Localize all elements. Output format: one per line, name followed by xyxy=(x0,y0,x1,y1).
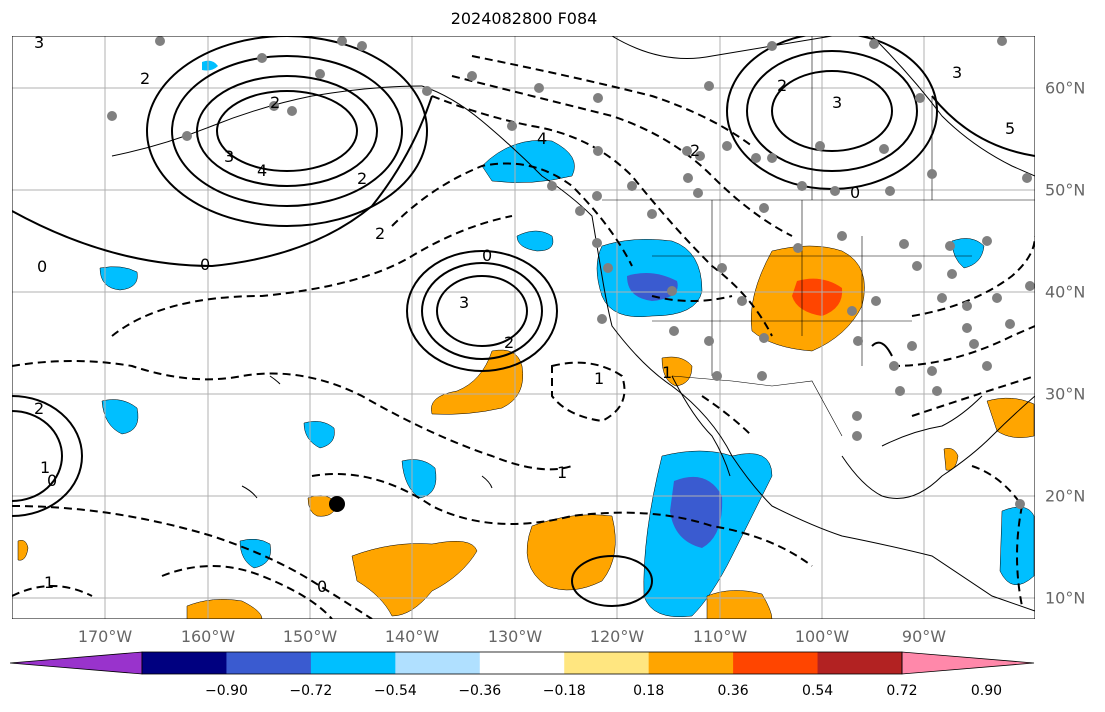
contour-label: 2 xyxy=(34,399,44,418)
contour-label: 0 xyxy=(200,255,210,274)
longitude-label: 170°W xyxy=(77,627,133,646)
contour-label: 2 xyxy=(140,69,150,88)
negative-anomaly-area xyxy=(481,140,575,183)
negative-anomaly-area xyxy=(202,60,218,71)
colorbar-max-extend xyxy=(901,651,1035,675)
colorbar-tick-label: 0.72 xyxy=(886,683,918,699)
contour-label: 3 xyxy=(34,36,44,52)
latitude-label: 20°N xyxy=(1045,486,1086,506)
longitude-label: 100°W xyxy=(794,627,850,646)
positive-anomaly-area xyxy=(706,590,773,619)
contour-label: 2 xyxy=(777,76,787,95)
positive-anomaly-area xyxy=(943,448,959,471)
contour-label: 3 xyxy=(952,63,962,82)
political-borders xyxy=(602,36,1035,437)
contour-label: 1 xyxy=(594,369,604,388)
contour-label: 0 xyxy=(37,257,47,276)
contour-label: 1 xyxy=(44,573,54,592)
contour-label: 0 xyxy=(482,246,492,265)
highlight-station-marker xyxy=(329,496,345,512)
contour-label: 2 xyxy=(504,333,514,352)
longitude-label: 110°W xyxy=(692,627,748,646)
station-markers xyxy=(107,36,1035,509)
positive-anomaly-area xyxy=(661,356,693,387)
colorbar-tick-label: −0.18 xyxy=(542,683,586,699)
colorbar-cells xyxy=(10,651,1035,675)
colorbar-border xyxy=(141,651,903,675)
latitude-label: 10°N xyxy=(1045,588,1086,608)
negative-anomaly-core xyxy=(670,476,723,548)
colorbar-cell xyxy=(564,652,650,674)
latitude-label: 30°N xyxy=(1045,384,1086,404)
positive-anomaly-core xyxy=(792,278,843,316)
colorbar-cell xyxy=(733,652,819,674)
negative-anomaly-core xyxy=(627,272,678,301)
latitude-label: 60°N xyxy=(1045,78,1086,98)
colorbar-min-extend xyxy=(10,651,143,675)
longitude-label: 130°W xyxy=(487,627,543,646)
colorbar-tick-label: 0.18 xyxy=(633,683,665,699)
colorbar-tick-label: −0.36 xyxy=(458,683,502,699)
contour-label: 0 xyxy=(850,183,860,202)
contour-label: 3 xyxy=(832,93,842,112)
contour-label: 3 xyxy=(459,293,469,312)
longitude-label: 120°W xyxy=(589,627,645,646)
contour-label: 1 xyxy=(557,463,567,482)
contour-value-labels: 3 2 3 4 2 0 2 0 3 2 1 2 0 1 0 1 3 2 3 5 … xyxy=(34,36,1015,596)
positive-anomaly-area xyxy=(186,599,263,619)
contour-label: 2 xyxy=(690,141,700,160)
longitude-label: 140°W xyxy=(384,627,440,646)
negative-anomaly-area xyxy=(101,399,139,435)
map-panel: 3 2 3 4 2 0 2 0 3 2 1 2 0 1 0 1 3 2 3 5 … xyxy=(12,36,1035,619)
negative-anomaly-area xyxy=(239,538,271,569)
contour-lines-dashed xyxy=(12,55,1035,619)
colorbar-tick-label: −0.54 xyxy=(373,683,417,699)
longitude-label: 90°W xyxy=(901,627,947,646)
chart-title: 2024082800 F084 xyxy=(450,9,598,28)
positive-anomaly-area xyxy=(431,349,524,415)
latitude-label: 40°N xyxy=(1045,282,1086,302)
colorbar-cell xyxy=(310,652,396,674)
colorbar-tick-label: 0.36 xyxy=(717,683,749,699)
colorbar xyxy=(10,651,1035,675)
contour-label: 0 xyxy=(47,471,57,490)
colorbar-cell xyxy=(648,652,734,674)
contour-label: 0 xyxy=(317,577,327,596)
colorbar-cell xyxy=(395,652,481,674)
colorbar-tick-label: 0.90 xyxy=(970,683,1003,699)
negative-anomaly-area xyxy=(303,421,335,449)
contour-label: 2 xyxy=(375,224,385,243)
contour-label: 4 xyxy=(257,161,267,180)
contour-label: 1 xyxy=(662,363,672,382)
positive-anomaly-area xyxy=(17,540,29,561)
contour-label: 5 xyxy=(1005,119,1015,138)
anomaly-fill-layer xyxy=(17,60,1035,619)
colorbar-cell xyxy=(142,652,227,674)
positive-anomaly-area xyxy=(351,540,478,617)
colorbar-tick-label: −0.90 xyxy=(204,683,248,699)
negative-anomaly-area xyxy=(401,459,437,499)
colorbar-cell xyxy=(479,652,565,674)
longitude-label: 160°W xyxy=(180,627,236,646)
graticule xyxy=(12,36,1035,619)
contour-label: 2 xyxy=(357,169,367,188)
latitude-label: 50°N xyxy=(1045,180,1086,200)
contour-label: 2 xyxy=(270,93,280,112)
contour-lines xyxy=(12,36,1035,607)
colorbar-tick-label: 0.54 xyxy=(801,683,834,699)
colorbar-cell xyxy=(817,652,903,674)
colorbar-tick-label: −0.72 xyxy=(289,683,333,699)
contour-label: 4 xyxy=(537,129,547,148)
contour-label: 1 xyxy=(40,458,50,477)
negative-anomaly-area xyxy=(516,230,554,252)
longitude-label: 150°W xyxy=(282,627,338,646)
contour-label: 3 xyxy=(224,147,234,166)
colorbar-cell xyxy=(226,652,312,674)
